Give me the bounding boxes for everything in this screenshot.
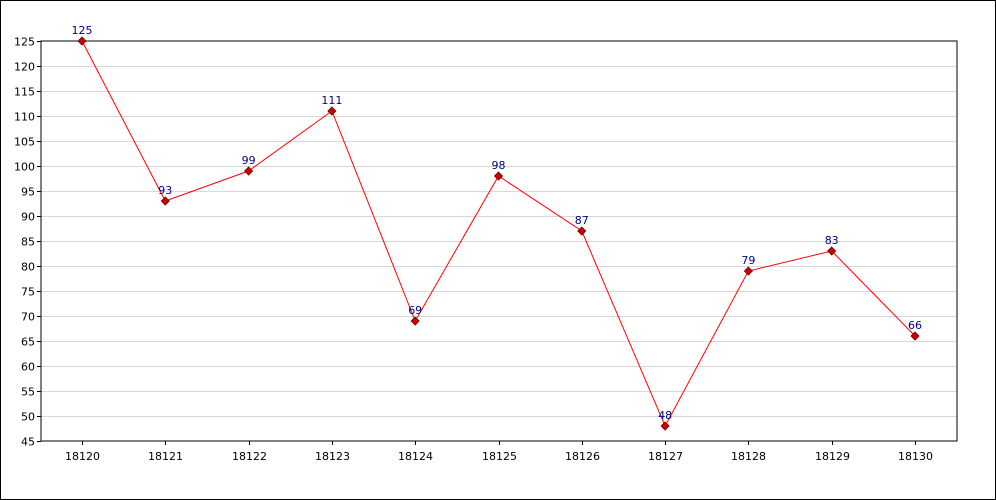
data-point [410, 316, 420, 326]
data-label: 69 [408, 304, 422, 317]
x-tick-label: 18121 [148, 450, 183, 463]
data-point [160, 196, 170, 206]
data-point [660, 421, 670, 431]
data-label: 66 [908, 319, 922, 332]
x-tick-label: 18120 [65, 450, 100, 463]
data-label: 98 [492, 159, 506, 172]
data-point [910, 331, 920, 341]
y-tick-label: 105 [14, 136, 35, 149]
data-point [493, 171, 504, 181]
y-tick-label: 120 [14, 61, 35, 74]
data-point [827, 246, 837, 256]
data-label: 83 [825, 234, 839, 247]
y-tick-label: 95 [21, 186, 35, 199]
x-axis: 18120 18121 18122 18123 18124 18125 18126 18127… [65, 441, 933, 463]
data-point [327, 106, 337, 116]
y-tick-label: 90 [21, 211, 35, 224]
data-point [244, 166, 254, 176]
x-tick-label: 18124 [398, 450, 433, 463]
y-tick-label: 115 [14, 86, 35, 99]
y-tick-label: 110 [14, 111, 35, 124]
y-tick-label: 125 [14, 36, 35, 49]
data-point [577, 226, 587, 236]
y-tick-label: 75 [21, 286, 35, 299]
x-tick-label: 18123 [315, 450, 350, 463]
y-tick-label: 55 [21, 386, 35, 399]
grid [41, 66, 957, 417]
series-line [81, 40, 916, 428]
y-tick-label: 50 [21, 411, 35, 424]
data-label: 111 [321, 94, 342, 107]
y-tick-label: 70 [21, 311, 35, 324]
x-tick-label: 18129 [815, 450, 850, 463]
data-label: 125 [72, 24, 93, 37]
x-tick-label: 18130 [898, 450, 933, 463]
series: 125 93 99 111 69 98 87 48 79 83 66 [72, 24, 922, 431]
data-label: 93 [158, 184, 172, 197]
y-tick-label: 45 [21, 436, 35, 449]
y-tick-label: 60 [21, 361, 35, 374]
y-tick-label: 65 [21, 336, 35, 349]
data-label: 99 [242, 154, 256, 167]
data-label: 87 [575, 214, 589, 227]
data-point [743, 266, 753, 276]
x-tick-label: 18127 [648, 450, 683, 463]
y-tick-label: 80 [21, 261, 35, 274]
y-axis: 45 50 55 60 65 70 75 80 85 90 95 100 105 110 115 120 125 [14, 36, 41, 449]
data-point [77, 36, 87, 46]
data-label: 48 [658, 409, 672, 422]
x-tick-label: 18125 [482, 450, 517, 463]
y-tick-label: 85 [21, 236, 35, 249]
x-tick-label: 18128 [731, 450, 766, 463]
y-tick-label: 100 [14, 161, 35, 174]
data-label: 79 [741, 254, 755, 267]
x-tick-label: 18122 [232, 450, 267, 463]
x-tick-label: 18126 [565, 450, 600, 463]
